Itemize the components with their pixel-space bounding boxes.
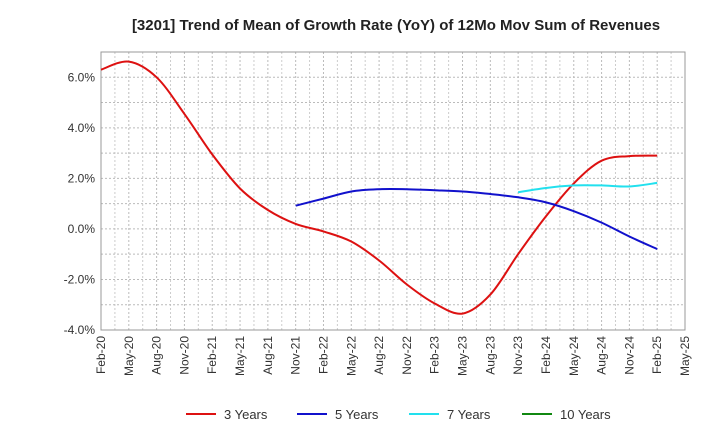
x-tick-label: Feb-24 <box>539 336 553 374</box>
legend-label-7-years: 7 Years <box>447 407 491 422</box>
series-line-7-years <box>517 181 658 194</box>
series-line-3-years <box>100 60 658 315</box>
x-tick-label: May-25 <box>678 336 692 376</box>
legend-label-5-years: 5 Years <box>335 407 379 422</box>
x-tick-label: May-23 <box>456 336 470 376</box>
x-tick-label: Nov-24 <box>622 336 636 375</box>
grid <box>100 51 686 331</box>
y-tick-label: -4.0% <box>64 323 96 337</box>
legend: 3 Years 5 Years 7 Years 10 Years <box>186 407 611 422</box>
series-group <box>100 60 658 315</box>
x-tick-label: Aug-23 <box>483 336 497 375</box>
y-tick-label: 2.0% <box>68 171 96 185</box>
legend-label-3-years: 3 Years <box>224 407 268 422</box>
x-tick-label: Feb-22 <box>316 336 330 374</box>
y-tick-label: 4.0% <box>68 121 96 135</box>
x-tick-label: Aug-24 <box>595 336 609 375</box>
x-tick-label: May-22 <box>344 336 358 376</box>
x-axis: Feb-20 May-20 Aug-20 Nov-20 Feb-21 May-21 Aug-… <box>94 336 692 376</box>
y-axis: 6.0% 4.0% 2.0% 0.0% -2.0% -4.0% <box>64 70 96 337</box>
legend-label-10-years: 10 Years <box>560 407 611 422</box>
x-tick-label: Feb-21 <box>205 336 219 374</box>
y-tick-label: -2.0% <box>64 272 96 286</box>
x-tick-label: Nov-22 <box>400 336 414 375</box>
x-tick-label: May-20 <box>122 336 136 376</box>
y-tick-label: 0.0% <box>68 222 96 236</box>
x-tick-label: Aug-22 <box>372 336 386 375</box>
x-tick-label: Feb-23 <box>428 336 442 374</box>
x-tick-label: Nov-21 <box>289 336 303 375</box>
x-tick-label: Aug-20 <box>150 336 164 375</box>
x-tick-label: May-24 <box>567 336 581 376</box>
x-tick-label: Feb-20 <box>94 336 108 374</box>
series-line-5-years <box>295 188 658 251</box>
x-tick-label: Feb-25 <box>650 336 664 374</box>
plot-frame <box>100 51 686 331</box>
x-tick-label: Aug-21 <box>261 336 275 375</box>
x-tick-label: May-21 <box>233 336 247 376</box>
chart-title: [3201] Trend of Mean of Growth Rate (YoY… <box>132 17 660 34</box>
x-tick-label: Nov-23 <box>511 336 525 375</box>
x-tick-label: Nov-20 <box>177 336 191 375</box>
y-tick-label: 6.0% <box>68 70 96 84</box>
